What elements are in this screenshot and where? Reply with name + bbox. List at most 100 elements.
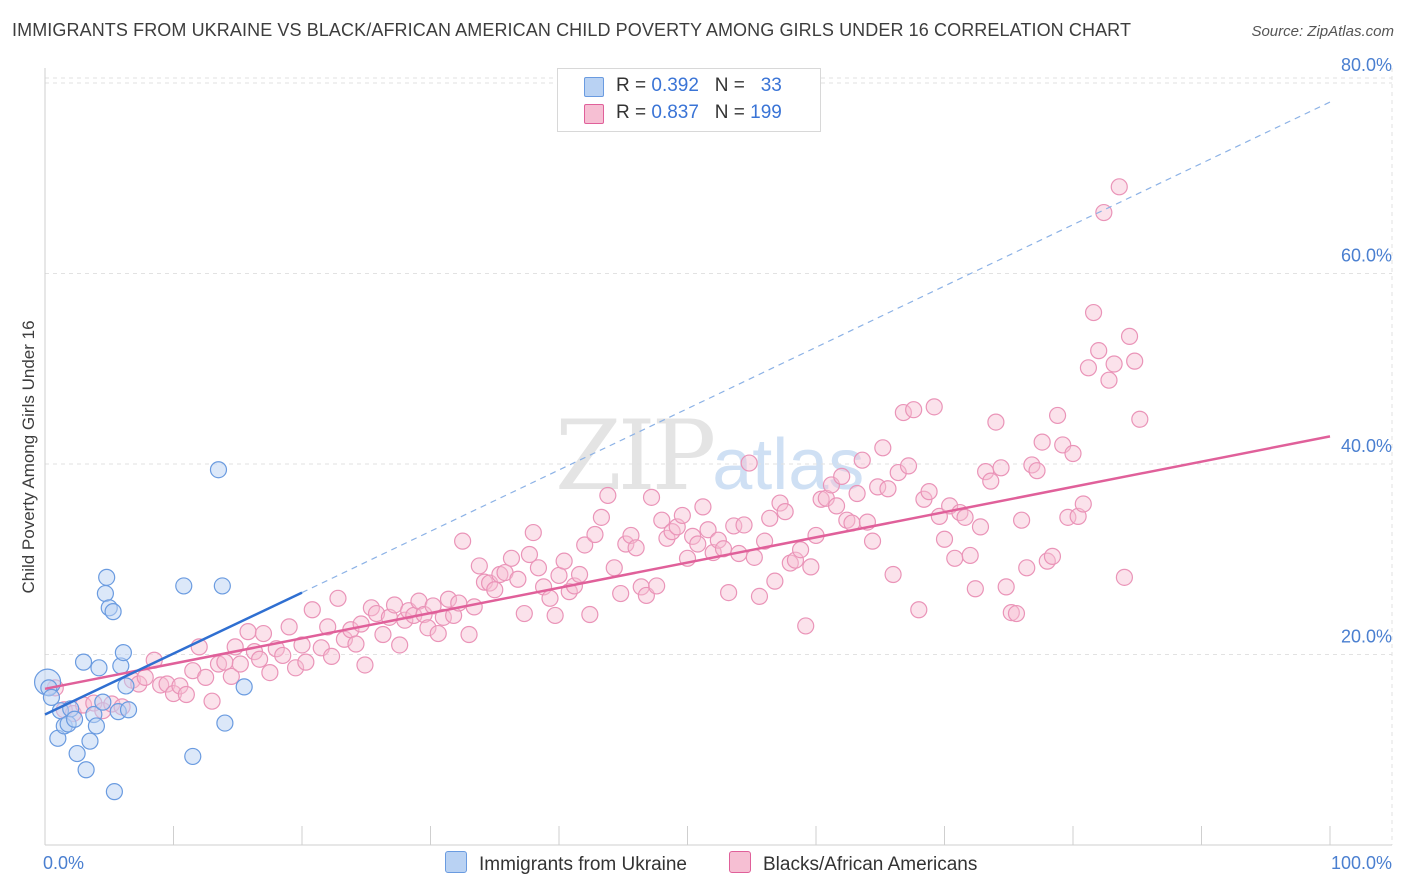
data-point-black [1079,359,1098,377]
data-point-black [797,617,815,635]
data-point-ukraine [42,688,61,706]
data-point-black [673,506,691,525]
data-point-black [177,685,195,704]
data-point-black [586,525,604,544]
data-point-black [920,483,938,501]
data-point-black [812,490,830,508]
data-point-black [766,572,784,590]
data-point-black [541,589,559,607]
data-point-black [946,549,964,567]
data-point-black [786,551,805,569]
data-point-ukraine [114,643,132,662]
trend-line-black [44,435,1331,691]
data-point-black [550,566,568,585]
data-point-black [347,635,365,653]
data-point-black [322,647,341,666]
grid-lines [45,68,1393,845]
data-point-black [419,619,437,637]
data-point-black [709,531,727,549]
data-point-black [520,545,539,564]
y-tick-label: 20.0% [1341,627,1392,647]
data-point-black [961,546,979,565]
data-point-black [529,559,548,577]
data-point-black [1007,604,1026,623]
data-point-black [280,618,298,636]
data-point-black [570,565,589,584]
data-point-black [879,480,897,498]
data-point-ukraine [94,693,112,711]
data-point-black [367,604,386,623]
data-point-black [391,636,409,654]
data-point-black [781,554,799,572]
data-point-black [203,692,221,710]
black-series-points [46,178,1149,723]
legend-swatch-blue [584,77,604,97]
data-point-black [935,530,954,548]
data-point-black [617,535,635,553]
data-point-black [1048,406,1067,425]
data-point-black [1131,410,1149,428]
source-label: Source: ZipAtlas.com [1251,23,1394,40]
data-point-ukraine [216,714,234,732]
data-point-ukraine [98,568,116,586]
data-point-black [1018,559,1036,577]
data-point-black [689,535,707,553]
data-point-black [209,655,228,673]
data-point-black [303,601,321,619]
data-point-black [197,668,215,686]
data-point-black [1074,495,1092,513]
data-point-black [515,604,533,623]
data-point-black [171,677,189,695]
data-point-black [1028,462,1046,480]
data-point-black [771,494,789,512]
data-point-black [863,532,882,550]
data-point-ukraine [74,653,93,671]
data-point-black [905,401,923,419]
data-point-black [997,578,1015,596]
trend-line-ukraine [44,591,303,716]
data-point-black [454,532,472,550]
data-point-black [987,413,1005,431]
data-point-ukraine [77,761,95,779]
chart-title: IMMIGRANTS FROM UKRAINE VS BLACK/AFRICAN… [12,20,1132,40]
legend-r-label: R = [616,75,652,96]
data-point-black [869,478,887,496]
bottom-legend-ukraine-label: Immigrants from Ukraine [479,854,687,875]
data-point-black [694,498,712,516]
bottom-legend-swatch-blue [445,851,467,873]
data-point-black [848,484,866,503]
legend-r-value: 0.392 [651,75,699,96]
y-tick-label: 80.0% [1341,55,1392,75]
data-point-black [910,601,928,619]
data-point-black [509,570,527,588]
data-point-black [1115,568,1134,586]
data-point-black [599,486,617,505]
stats-legend: R = 0.392 N = 33 R = 0.837 N = 199 [557,68,821,132]
data-point-black [1126,352,1144,370]
data-point-black [297,653,315,671]
data-point-black [293,636,311,654]
data-point-black [239,623,257,641]
y-tick-label: 60.0% [1341,246,1392,266]
data-point-black [592,508,611,526]
data-point-black [1120,327,1139,345]
data-point-black [254,624,273,643]
data-point-black [1012,511,1031,529]
data-point-black [642,488,661,506]
data-point-black [356,656,374,674]
data-point-black [576,536,594,554]
bottom-legend-swatch-pink [729,851,751,873]
data-point-black [761,509,779,527]
data-point-black [152,676,170,694]
data-point-ukraine [104,603,122,621]
data-point-black [663,523,681,541]
data-point-black [1002,603,1020,622]
data-point-black [889,463,907,482]
data-point-black [1100,371,1118,389]
legend-n-value: 33 [760,75,782,96]
data-point-black [735,516,753,534]
y-tick-label: 40.0% [1341,436,1392,456]
data-point-black [791,541,810,559]
data-point-black [1090,342,1108,360]
